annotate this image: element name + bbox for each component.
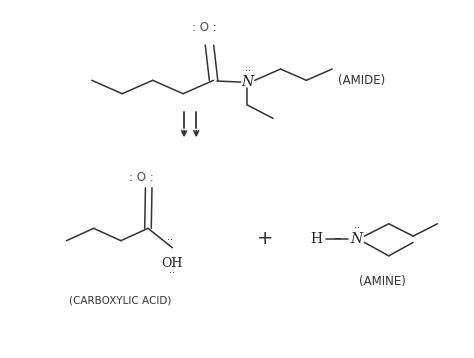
Text: (CARBOXYLIC ACID): (CARBOXYLIC ACID)	[69, 296, 171, 306]
Text: (AMIDE): (AMIDE)	[337, 74, 385, 87]
Text: ··: ··	[167, 235, 173, 245]
Text: : O :: : O :	[192, 21, 217, 34]
Text: ··: ··	[354, 223, 360, 233]
Text: (AMINE): (AMINE)	[359, 275, 406, 288]
Text: N: N	[350, 232, 363, 246]
Text: ··: ··	[169, 268, 175, 278]
Text: OH: OH	[162, 257, 183, 270]
Text: : O :: : O :	[128, 171, 154, 184]
Text: +: +	[257, 229, 273, 248]
Text: N: N	[241, 75, 254, 89]
Text: –: –	[333, 231, 341, 246]
Text: H: H	[310, 232, 323, 246]
Text: ··: ··	[245, 67, 251, 77]
